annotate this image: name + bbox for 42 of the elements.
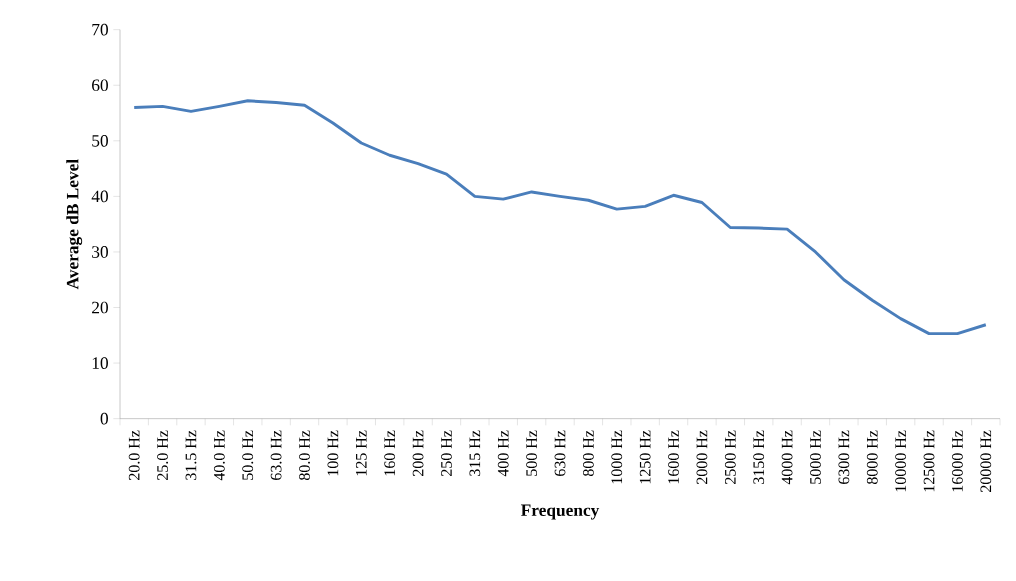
- y-tick-label: 60: [92, 79, 108, 92]
- x-tick-label: 8000 Hz: [866, 430, 878, 485]
- x-tick-label: 160 Hz: [384, 430, 396, 476]
- y-axis-title: Average dB Level: [66, 159, 83, 290]
- x-tick-label: 500 Hz: [526, 430, 538, 476]
- x-tick-label: 125 Hz: [355, 430, 367, 476]
- x-tick-label: 2000 Hz: [696, 430, 708, 484]
- x-tick-label: 3150 Hz: [753, 430, 765, 484]
- x-tick-label: 100 Hz: [327, 430, 339, 476]
- x-tick-label: 25.0 Hz: [157, 430, 169, 480]
- y-tick-label: 40: [91, 190, 108, 203]
- x-tick-label: 6300 Hz: [838, 430, 850, 484]
- x-tick-label: 5000 Hz: [810, 430, 821, 484]
- x-axis-title: Frequency: [520, 504, 600, 520]
- x-tick-label: 12500 Hz: [923, 430, 935, 492]
- x-tick-label: 2500 Hz: [724, 430, 736, 484]
- x-tick-label: 400 Hz: [497, 430, 509, 477]
- x-tick-label: 63.0 Hz: [270, 430, 282, 480]
- x-tick-label: 40.0 Hz: [213, 430, 225, 481]
- x-tick-label: 4000 Hz: [781, 430, 793, 485]
- x-tick-label: 31.5 Hz: [185, 430, 197, 480]
- y-tick-label: 20: [92, 301, 108, 314]
- y-tick-label: 50: [92, 134, 108, 147]
- x-tick-label: 20.0 Hz: [128, 430, 140, 480]
- x-tick-label: 630 Hz: [554, 430, 566, 476]
- x-tick-label: 800 Hz: [582, 430, 594, 477]
- x-tick-label: 315 Hz: [469, 430, 481, 476]
- y-tick-label: 30: [92, 246, 108, 258]
- x-tick-label: 250 Hz: [441, 430, 452, 476]
- x-tick-label: 1600 Hz: [668, 430, 679, 484]
- line-series: [132, 99, 988, 336]
- x-tick-label: 80.0 Hz: [299, 430, 310, 481]
- y-tick-label: 0: [100, 412, 108, 425]
- x-tick-label: 20000 Hz: [980, 430, 992, 492]
- x-tick-label: 200 Hz: [412, 430, 424, 476]
- x-tick-label: 10000 Hz: [895, 430, 907, 492]
- x-tick-label: 50.0 Hz: [242, 430, 254, 480]
- y-tick-label: 70: [92, 23, 108, 36]
- x-tick-label: 1250 Hz: [639, 430, 651, 484]
- y-tick-label: 10: [92, 357, 108, 369]
- x-tick-label: 1000 Hz: [611, 430, 623, 484]
- x-tick-label: 16000 Hz: [952, 430, 963, 492]
